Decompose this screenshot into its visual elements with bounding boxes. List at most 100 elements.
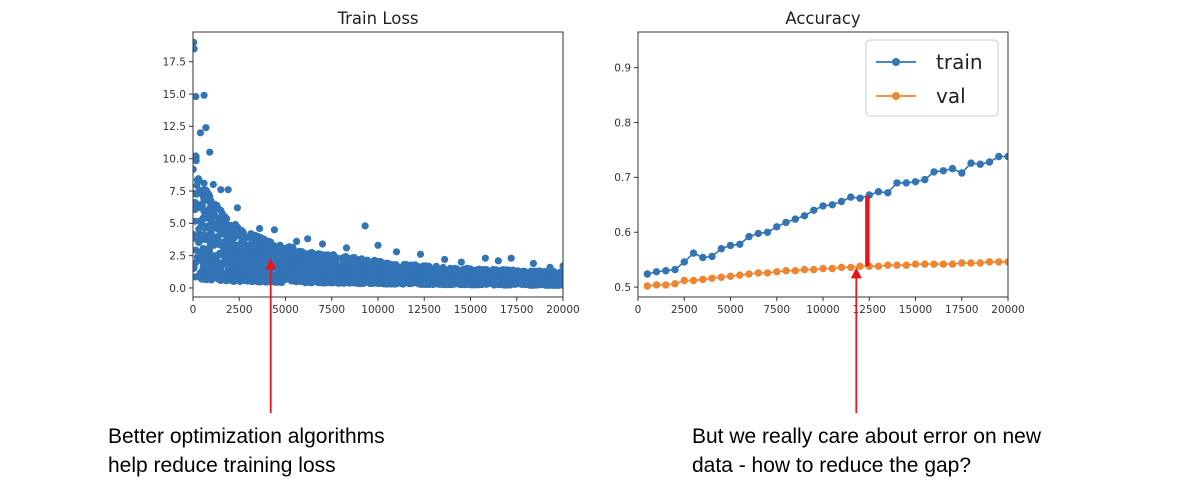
x-tick-label: 0 [635,304,642,316]
loss-point [200,194,208,202]
loss-point [206,192,214,200]
y-tick-label: 0.8 [614,117,631,129]
y-tick-label: 5.0 [169,218,186,230]
loss-point [392,248,401,256]
loss-point [457,258,465,266]
loss-point [510,280,518,288]
x-tick-label: 10000 [806,304,839,316]
series-point-val [689,276,698,285]
loss-point [301,279,310,287]
loss-point [205,265,213,273]
right-annotation: But we really care about error on new da… [692,422,1041,480]
loss-point [434,273,442,281]
x-tick-label: 2500 [671,304,698,316]
loss-point [285,274,293,282]
series-point-val [902,261,910,269]
loss-point [391,267,399,275]
loss-point [540,279,548,287]
loss-point [236,242,244,251]
series-point-val [708,274,716,282]
loss-point [250,245,258,254]
right-annotation-line1: But we really care about error on new [692,425,1042,448]
loss-point [371,273,379,281]
loss-point [543,269,551,278]
loss-point [442,277,450,286]
loss-point [261,276,270,284]
loss-point [452,276,460,284]
loss-point [206,148,214,156]
left-annotation: Better optimization algorithms help redu… [108,422,385,480]
series-point-val [782,267,790,275]
loss-point [347,254,355,262]
loss-point [196,270,204,278]
loss-point [522,270,530,278]
loss-point [220,246,228,254]
loss-point [287,250,295,258]
loss-point [441,255,449,264]
series-point-train [902,179,910,187]
loss-point [300,272,308,281]
series-point-val [717,273,725,281]
loss-point [426,277,434,285]
series-point-train [837,197,846,206]
loss-point [316,259,324,267]
series-point-val [995,258,1003,266]
legend-label-val: val [936,84,966,108]
series-point-val [893,261,901,269]
loss-point [193,45,198,53]
loss-point [391,274,399,282]
x-tick-label: 17500 [945,304,978,316]
series-point-train [736,240,744,248]
series-point-train [995,152,1003,161]
series-point-val [985,258,994,266]
y-tick-label: 0.9 [614,62,631,74]
loss-point [529,259,538,267]
x-tick-label: 2500 [226,304,253,316]
loss-point [314,272,322,280]
loss-point [205,222,213,230]
loss-point [302,256,310,264]
loss-point [193,157,200,165]
accuracy-plot-frame [637,31,1009,298]
loss-point [280,255,288,263]
loss-point [504,270,512,278]
loss-point [318,240,327,248]
loss-point [329,277,337,285]
legend-marker-val [892,92,900,100]
series-point-val [680,276,688,285]
loss-point [451,264,459,272]
series-point-val [736,271,744,279]
series-point-val [671,280,679,288]
series-point-train [689,249,698,257]
loss-point [420,280,428,288]
series-point-train [745,232,753,241]
loss-point [293,237,301,245]
loss-point [556,269,563,277]
loss-point [210,260,218,268]
x-tick-label: 12500 [853,304,886,316]
loss-point [226,275,234,283]
loss-point [200,91,208,99]
loss-point [320,279,328,287]
series-point-val [828,264,836,273]
loss-point [337,266,345,274]
loss-point [202,186,210,195]
loss-point [367,279,375,287]
loss-point [494,267,502,275]
loss-point [281,266,289,274]
loss-point [220,227,228,235]
loss-point [307,265,315,273]
series-point-train [810,206,818,214]
loss-point [519,280,528,288]
series-point-train [662,267,670,275]
loss-point [298,248,306,256]
series-point-train [967,159,975,167]
loss-point [464,277,472,285]
legend-marker-train [892,58,900,66]
x-tick-label: 10000 [361,304,394,316]
loss-point [221,221,229,229]
loss-point [253,256,261,264]
series-point-val [810,265,818,274]
series-point-val [921,260,929,268]
